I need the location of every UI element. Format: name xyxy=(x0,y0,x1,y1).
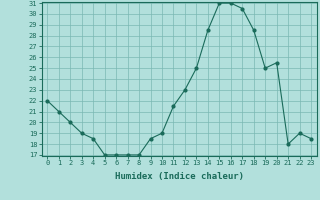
X-axis label: Humidex (Indice chaleur): Humidex (Indice chaleur) xyxy=(115,172,244,181)
